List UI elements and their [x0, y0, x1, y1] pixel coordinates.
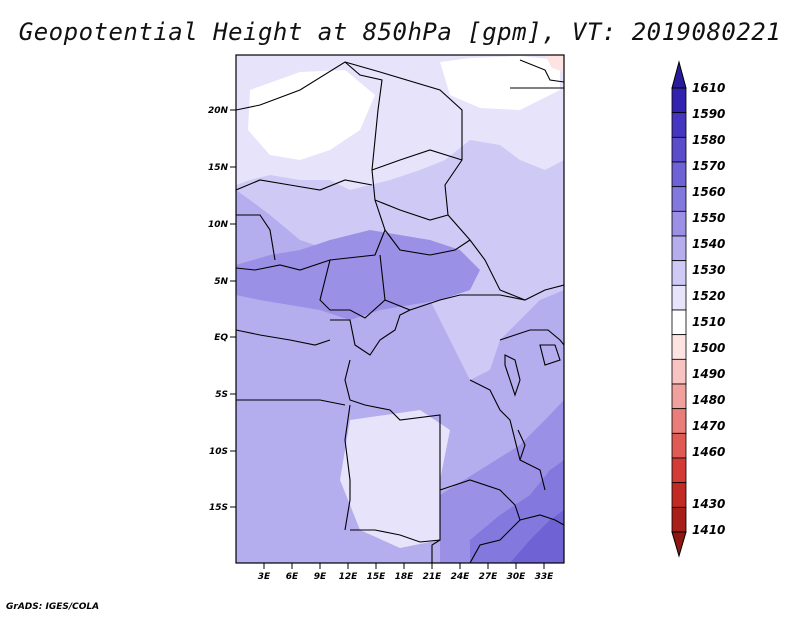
- colorbar-segment: [671, 210, 687, 237]
- lon-label: 12E: [339, 572, 359, 582]
- lon-label: 15E: [367, 572, 387, 582]
- field-region-1520-south: [340, 410, 450, 548]
- colorbar-segment: [671, 482, 687, 508]
- map-frame: [235, 54, 565, 564]
- colorbar-segment: [671, 383, 687, 410]
- field-region-1510: [248, 70, 375, 160]
- lat-axis: 20N 15N 10N 5N EQ 5S 10S 15S: [208, 106, 236, 513]
- colorbar-segment: [671, 506, 687, 533]
- colorbar-label: 1520: [692, 289, 725, 303]
- colorbar-label: 1430: [692, 497, 725, 511]
- lon-label: 30E: [507, 572, 527, 582]
- lon-label: 6E: [286, 572, 299, 582]
- geopotential-field: [236, 55, 564, 563]
- map-title: Geopotential Height at 850hPa [gpm], VT:…: [18, 18, 782, 46]
- colorbar-segment: [671, 334, 687, 360]
- lon-label: 24E: [451, 572, 471, 582]
- colorbar-label: 1410: [692, 523, 725, 537]
- lon-label: 3E: [258, 572, 271, 582]
- lat-label: 15N: [208, 163, 229, 173]
- colorbar-segment: [671, 235, 687, 262]
- colorbar-segment: [671, 432, 687, 459]
- lat-label: 5N: [214, 277, 228, 287]
- colorbar-bottom-arrow: [671, 531, 687, 558]
- colorbar-segment: [671, 260, 687, 286]
- lat-label: 15S: [209, 503, 228, 513]
- grads-credit: GrADS: IGES/COLA: [6, 602, 100, 612]
- colorbar: 1610 1590 1580 1570 1560 1550 1540 1530 …: [671, 60, 725, 558]
- colorbar-label: 1460: [692, 445, 725, 459]
- colorbar-label: 1480: [692, 393, 725, 407]
- field-region-1570: [510, 510, 564, 563]
- lon-label: 18E: [395, 572, 415, 582]
- colorbar-label: 1610: [692, 81, 725, 95]
- field-region-1550: [236, 230, 480, 320]
- lat-label: EQ: [214, 333, 228, 343]
- colorbar-segment: [671, 309, 687, 336]
- colorbar-label: 1500: [692, 341, 725, 355]
- lon-label: 33E: [535, 572, 555, 582]
- lon-label: 27E: [479, 572, 499, 582]
- lat-label: 10N: [208, 220, 229, 230]
- colorbar-segment: [671, 112, 687, 138]
- lon-label: 9E: [314, 572, 327, 582]
- lat-label: 10S: [209, 447, 228, 457]
- colorbar-label: 1490: [692, 367, 725, 381]
- lon-label: 21E: [423, 572, 443, 582]
- field-region-1500: [545, 55, 564, 72]
- colorbar-top-arrow: [671, 60, 687, 89]
- colorbar-label: 1570: [692, 159, 725, 173]
- colorbar-label: 1530: [692, 263, 725, 277]
- colorbar-segment: [671, 186, 687, 212]
- lon-axis: 3E 6E 9E 12E 15E 18E 21E 24E 27E 30E 33E: [258, 563, 554, 582]
- colorbar-segment: [671, 457, 687, 484]
- field-region-1510-b: [440, 56, 560, 110]
- colorbar-label: 1590: [692, 107, 725, 121]
- colorbar-segment: [671, 161, 687, 188]
- colorbar-segment: [671, 408, 687, 434]
- colorbar-label: 1580: [692, 133, 725, 147]
- colorbar-segment: [671, 136, 687, 163]
- colorbar-label: 1510: [692, 315, 725, 329]
- colorbar-label: 1550: [692, 211, 725, 225]
- colorbar-segment: [671, 284, 687, 311]
- colorbar-label: 1470: [692, 419, 725, 433]
- colorbar-label: 1540: [692, 237, 725, 251]
- colorbar-segment: [671, 87, 687, 114]
- colorbar-label: 1560: [692, 185, 725, 199]
- lat-label: 5S: [215, 390, 228, 400]
- country-borders: [236, 59, 564, 563]
- lat-label: 20N: [208, 106, 229, 116]
- colorbar-segment: [671, 358, 687, 385]
